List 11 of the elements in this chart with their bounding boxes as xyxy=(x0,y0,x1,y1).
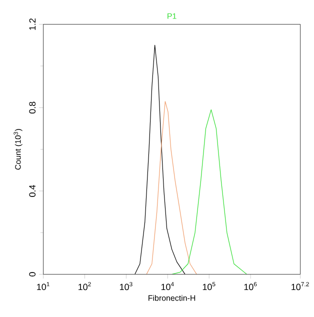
x-tick-label: 10$^{2}$ xyxy=(78,282,91,290)
x-tick-label: 10$^{4}$ xyxy=(161,282,174,290)
x-tick-label: 10$^{6}$ xyxy=(244,282,257,290)
x-tick-label: 10$^{5}$ xyxy=(202,282,216,290)
y-tick-label: 0 xyxy=(29,272,36,276)
x-tick-label: 10$^{1}$ xyxy=(37,282,50,290)
x-tick-label: 10$^{3}$ xyxy=(120,282,132,290)
y-tick-label: 0.8 xyxy=(29,102,36,114)
x-tick-label: 10$^{7.2}$ xyxy=(292,282,309,290)
y-tick-label: 1.2 xyxy=(29,18,36,30)
y-tick-label: 0.4 xyxy=(29,185,36,197)
